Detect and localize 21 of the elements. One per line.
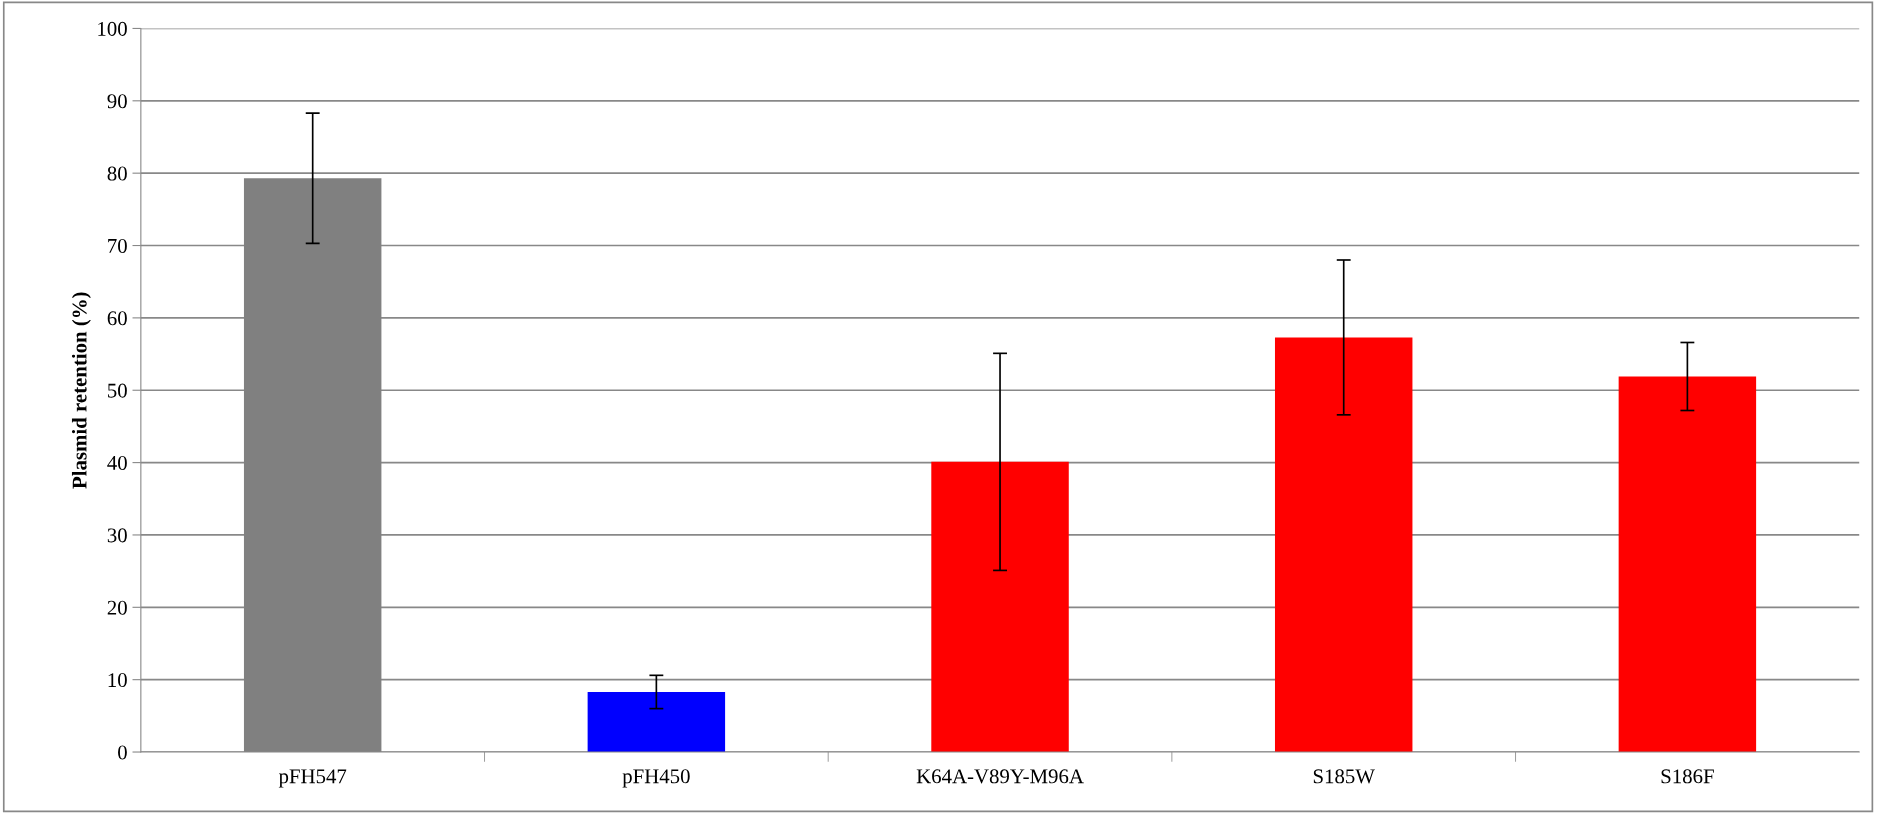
y-tick-label: 70 [108,238,127,253]
y-tick-label: 20 [107,600,127,615]
y-tick-label: 60 [107,311,127,326]
bar [1618,376,1757,753]
x-tick-label: K64A-V89Y-M96A [916,769,1084,784]
x-tick-label: S185W [1313,769,1375,784]
x-tick-label: S186F [1661,769,1714,784]
bar [1274,337,1413,753]
y-tick-label: 90 [107,94,127,109]
x-tick-label: pFH547 [278,769,347,788]
y-tick-label: 100 [98,21,127,36]
y-tick-label: 0 [118,745,127,760]
bar [587,691,726,753]
y-axis-title: Plasmid retention (%) [71,292,91,489]
y-tick-label: 10 [108,673,127,688]
y-tick-label: 40 [107,455,127,471]
x-tick-label: pFH450 [622,769,690,788]
bar [931,461,1069,753]
y-tick-label: 80 [107,166,127,181]
y-tick-label: 30 [107,528,127,543]
y-tick-label: 50 [108,383,127,398]
